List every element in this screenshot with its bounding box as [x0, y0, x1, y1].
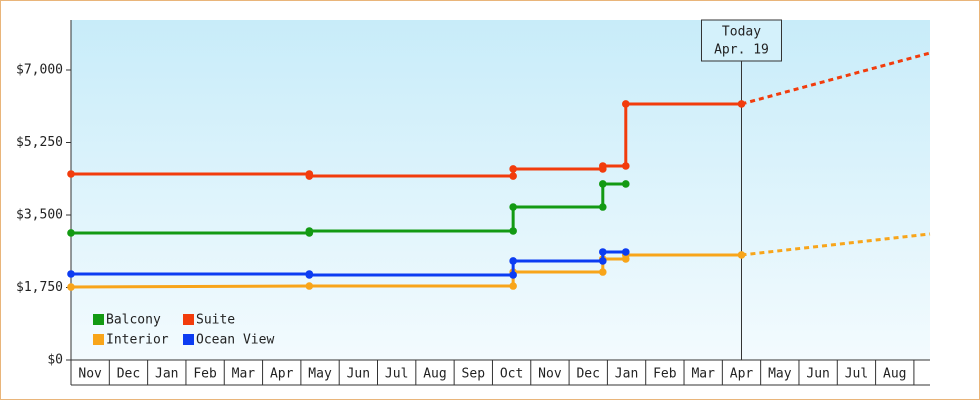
point: [598, 257, 607, 265]
y-tick-label: $0: [47, 353, 63, 368]
projection-line: [741, 232, 931, 257]
point: [509, 203, 517, 211]
x-tick-label: May: [768, 367, 792, 382]
projection-line: [741, 51, 931, 106]
today-label: Apr. 19: [714, 43, 769, 58]
y-tick-label: $7,000: [16, 63, 63, 78]
point: [598, 180, 607, 188]
point: [621, 180, 630, 188]
point: [598, 248, 607, 256]
x-tick-label: Jul: [845, 367, 868, 382]
point: [509, 257, 517, 265]
x-tick-label: Aug: [883, 367, 906, 382]
x-tick-label: Mar: [232, 367, 256, 382]
legend-label: Balcony: [106, 313, 161, 328]
x-tick-label: Jul: [385, 367, 408, 382]
point: [598, 268, 607, 276]
point: [621, 248, 630, 256]
x-tick-label: Dec: [117, 367, 140, 382]
y-tick-label: $5,250: [16, 135, 63, 150]
x-tick-label: Jun: [347, 367, 370, 382]
point: [509, 282, 517, 290]
x-tick-label: Feb: [653, 367, 677, 382]
x-tick-label: Sep: [462, 367, 486, 382]
x-tick-label: Mar: [691, 367, 715, 382]
point: [305, 282, 314, 290]
point: [598, 203, 607, 211]
legend-swatch: [183, 314, 194, 325]
point: [598, 162, 607, 170]
point: [737, 100, 746, 108]
today-box: [700, 19, 782, 62]
point: [621, 100, 630, 108]
y-tick-label: $1,750: [16, 280, 63, 295]
plot-area: [71, 20, 930, 360]
point: [67, 283, 75, 291]
x-tick-label: Apr: [270, 367, 294, 382]
x-tick-label: Aug: [423, 367, 446, 382]
x-tick-label: Jan: [615, 367, 638, 382]
legend-label: Interior: [106, 333, 169, 348]
legend-label: Ocean View: [196, 333, 274, 348]
x-tick-label: Nov: [538, 367, 562, 382]
x-tick-label: Jan: [155, 367, 178, 382]
x-tick-label: Feb: [193, 367, 217, 382]
point: [509, 172, 517, 180]
today-label: Today: [722, 25, 761, 40]
point: [305, 172, 314, 180]
point: [67, 170, 75, 178]
point: [509, 165, 517, 173]
y-tick-label: $3,500: [16, 208, 63, 223]
x-tick-label: Oct: [500, 367, 523, 382]
point: [305, 227, 314, 235]
point: [621, 162, 630, 170]
legend-swatch: [183, 334, 194, 345]
point: [305, 271, 314, 279]
x-tick-label: Jun: [806, 367, 829, 382]
point: [509, 271, 517, 279]
legend-swatch: [93, 334, 104, 345]
x-tick-label: Dec: [576, 367, 599, 382]
x-tick-label: Apr: [730, 367, 754, 382]
point: [67, 229, 75, 237]
x-tick-label: May: [308, 367, 332, 382]
x-tick-label: Nov: [78, 367, 102, 382]
point: [67, 270, 75, 278]
legend-swatch: [93, 314, 104, 325]
point: [737, 251, 746, 259]
point: [509, 227, 517, 235]
legend-label: Suite: [196, 313, 235, 328]
